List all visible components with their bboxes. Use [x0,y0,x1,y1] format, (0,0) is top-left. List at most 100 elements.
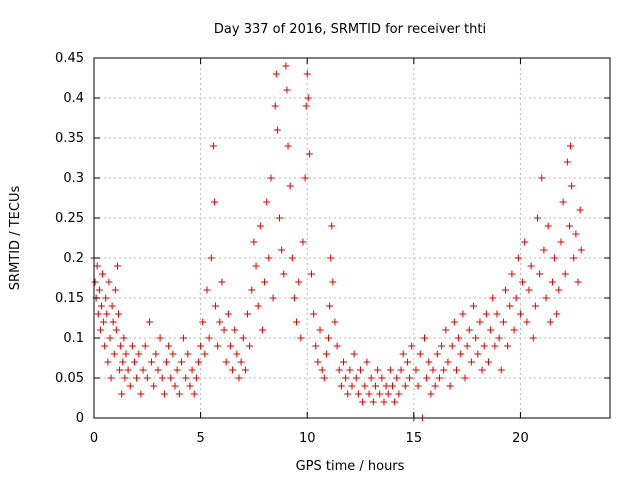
y-tick-label: 0.3 [63,171,84,186]
data-point [252,262,260,270]
data-point [470,302,478,310]
data-point [186,382,194,390]
data-point [295,278,303,286]
data-point [474,350,482,358]
data-point [137,390,145,398]
data-point [278,246,286,254]
data-point [244,310,252,318]
data-point [91,278,99,286]
data-point [237,358,245,366]
data-point [337,382,345,390]
data-point [235,374,243,382]
data-point [540,246,548,254]
data-point [548,278,556,286]
data-point [128,342,136,350]
data-point [328,222,336,230]
data-point [510,326,518,334]
y-axis-title: SRMTID / TECUs [8,186,23,291]
data-point [94,310,102,318]
data-point [126,382,134,390]
data-point [359,398,367,406]
data-point [570,254,578,262]
data-point [199,318,207,326]
data-point [416,350,424,358]
data-point [519,278,527,286]
data-point [110,350,118,358]
data-point [326,302,334,310]
data-point [572,230,580,238]
data-point [495,334,503,342]
data-point [184,350,192,358]
data-point [489,294,497,302]
data-point [487,326,495,334]
data-point [220,326,228,334]
data-point [160,390,168,398]
data-point [224,310,232,318]
data-point [365,390,373,398]
data-point [283,86,291,94]
data-point [335,366,343,374]
data-point [297,334,305,342]
data-point [374,366,382,374]
data-point [369,398,377,406]
data-point [121,374,129,382]
data-point [107,374,115,382]
data-point [218,278,226,286]
data-point [493,310,501,318]
data-point [331,318,339,326]
data-point [171,382,179,390]
data-point [544,222,552,230]
data-point [302,102,310,110]
data-point [339,358,347,366]
data-point [382,382,390,390]
data-point [192,374,200,382]
data-point [280,270,288,278]
data-point [455,334,463,342]
data-point [165,342,173,350]
data-point [435,374,443,382]
data-point [499,318,507,326]
data-point [459,310,467,318]
data-point [361,382,369,390]
data-point [367,374,375,382]
data-point [229,366,237,374]
data-point [312,342,320,350]
data-point [290,294,298,302]
data-point [226,342,234,350]
data-point [135,350,143,358]
data-point [263,198,271,206]
data-point [148,358,156,366]
data-point [222,358,230,366]
data-point [538,174,546,182]
data-point [305,150,313,158]
data-point [133,374,141,382]
data-point [99,270,107,278]
data-point [158,374,166,382]
data-point [95,286,103,294]
data-point [299,238,307,246]
data-point [303,70,311,78]
data-point [446,382,454,390]
data-point [551,254,559,262]
data-point [576,206,584,214]
data-point [250,238,258,246]
grid-layer [94,58,610,418]
data-point [504,342,512,350]
data-point [444,358,452,366]
data-point [188,366,196,374]
data-point [233,350,241,358]
data-point [175,390,183,398]
data-point [348,382,356,390]
x-tick-label: 15 [406,431,423,446]
data-point [97,302,105,310]
data-point [258,326,266,334]
data-point [344,390,352,398]
data-point [120,334,128,342]
data-point [282,62,290,70]
data-point [523,318,531,326]
data-point [363,358,371,366]
data-point [307,270,315,278]
data-point [508,270,516,278]
data-point [429,366,437,374]
data-point [427,390,435,398]
